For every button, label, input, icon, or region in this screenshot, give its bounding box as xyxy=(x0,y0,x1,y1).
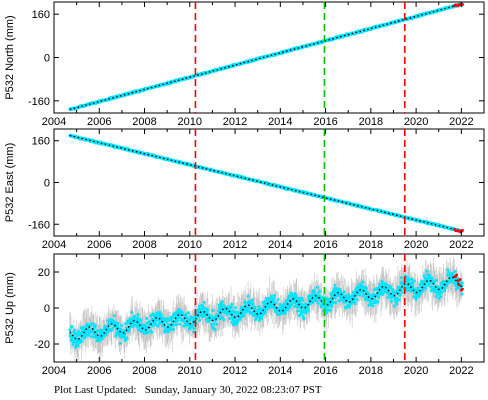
plot-area xyxy=(68,254,464,362)
model-fit-line xyxy=(69,134,463,232)
x-tick-label: 2014 xyxy=(268,239,292,251)
x-tick-label: 2008 xyxy=(132,116,156,128)
x-tick-label: 2016 xyxy=(313,239,337,251)
north-panel: 2004 2006 2008 2010 2012 2014 2016 2018 2020 2022… xyxy=(4,1,485,128)
x-tick-label: 2006 xyxy=(87,239,111,251)
east-panel: 2004 2006 2008 2010 2012 2014 2016 2018 2020 2022… xyxy=(4,128,485,251)
x-tick-label: 2018 xyxy=(359,239,383,251)
x-tick-label: 2020 xyxy=(404,239,428,251)
up-panel: 2004 2006 2008 2010 2012 2014 2016 2018 2020 2022… xyxy=(4,253,485,377)
x-tick-label: 2010 xyxy=(178,239,202,251)
x-tick-label: 2004 xyxy=(42,239,66,251)
y-tick-label: 160 xyxy=(32,9,50,21)
x-tick-label: 2010 xyxy=(178,116,202,128)
y-tick-label: 0 xyxy=(44,178,50,190)
x-tick-label: 2016 xyxy=(313,116,337,128)
y-tick-label: 0 xyxy=(44,53,50,65)
x-tick-label: 2012 xyxy=(223,116,247,128)
y-tick-label: 160 xyxy=(32,136,50,148)
plot-area xyxy=(68,129,464,236)
x-tick-label: 2022 xyxy=(449,239,473,251)
y-tick-label: -160 xyxy=(28,96,50,108)
x-tick-label: 2008 xyxy=(132,239,156,251)
plot-area xyxy=(68,2,464,113)
x-tick-label: 2018 xyxy=(359,116,383,128)
y-tick-label: -160 xyxy=(28,219,50,231)
x-tick-label: 2012 xyxy=(223,239,247,251)
x-tick-label: 2006 xyxy=(87,116,111,128)
x-tick-label: 2022 xyxy=(449,116,473,128)
y-axis-label: P532 North (mm) xyxy=(4,15,16,99)
y-axis-label: P532 East (mm) xyxy=(4,143,16,222)
recent-point xyxy=(461,228,464,232)
x-tick-label: 2020 xyxy=(404,116,428,128)
x-tick-label: 2004 xyxy=(42,116,66,128)
x-tick-label: 2014 xyxy=(268,116,292,128)
